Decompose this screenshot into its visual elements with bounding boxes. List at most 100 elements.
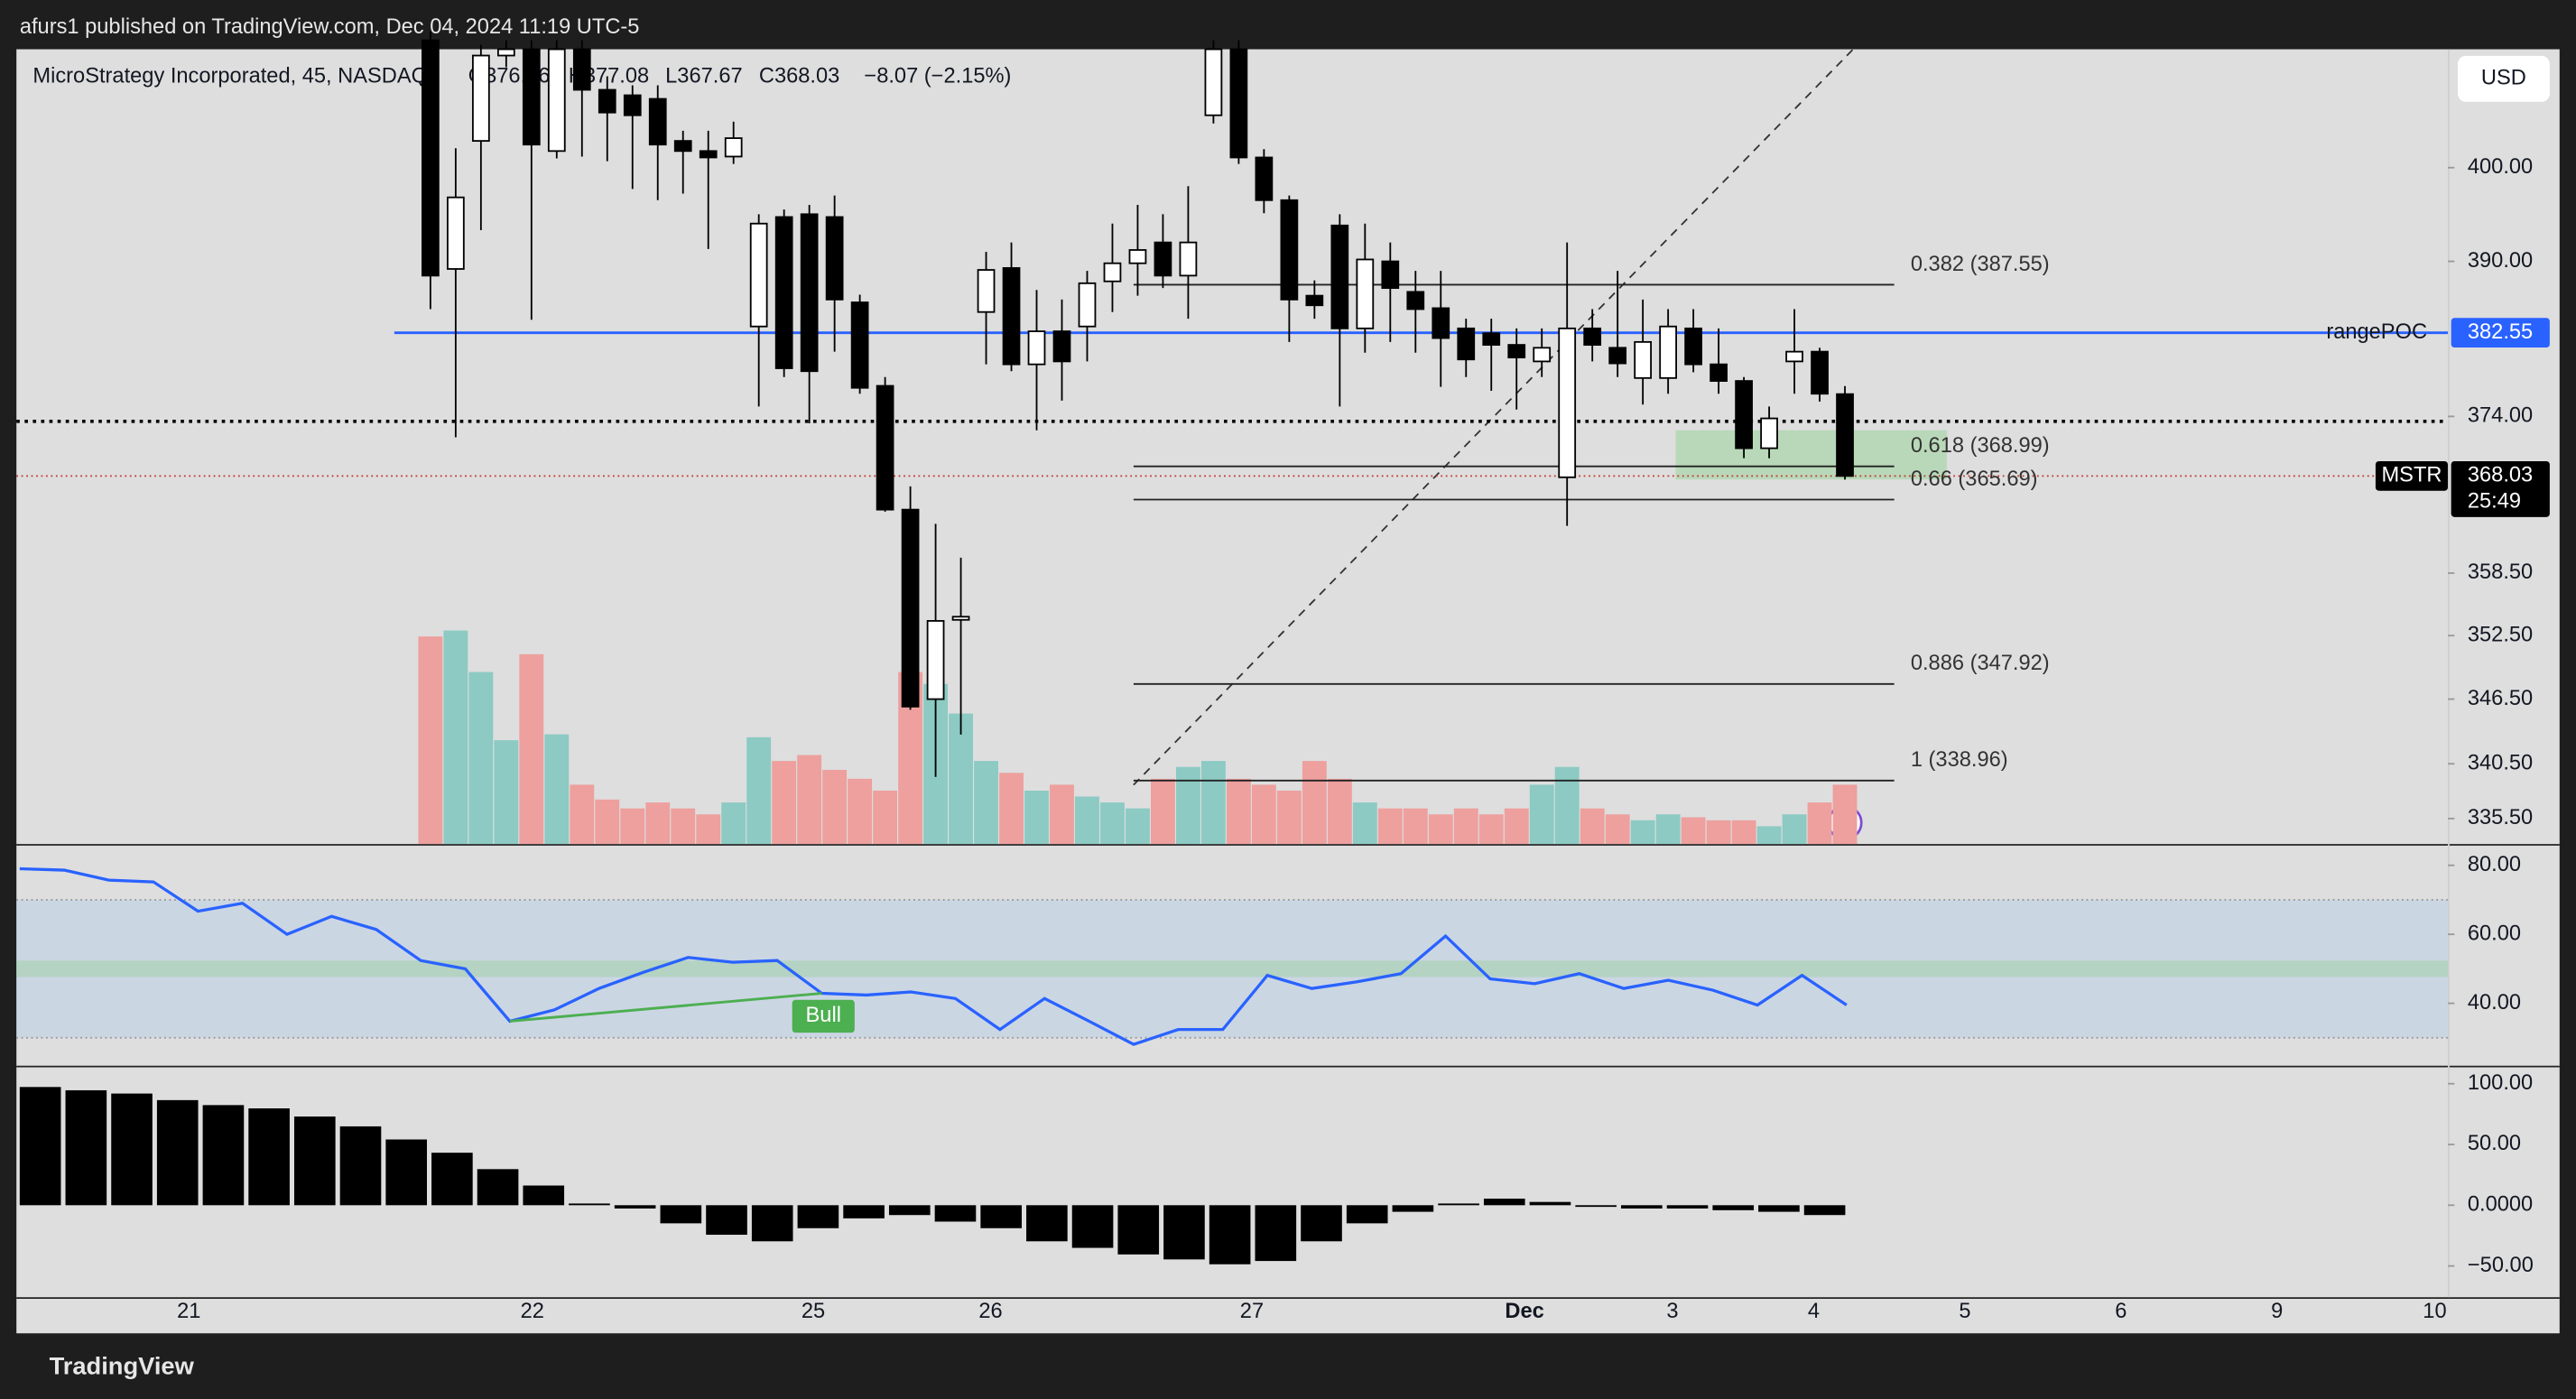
candle-body bbox=[547, 48, 566, 153]
x-tick-label: 25 bbox=[802, 1300, 825, 1323]
footer-logo: TradingView bbox=[50, 1352, 195, 1380]
candle-body bbox=[1760, 417, 1778, 449]
x-tick-label: 4 bbox=[1808, 1300, 1820, 1323]
y-tick-label: 100.00 bbox=[2468, 1071, 2533, 1095]
candle-body bbox=[977, 269, 996, 313]
volume-bar bbox=[1251, 784, 1276, 845]
divergence-label: Bull bbox=[806, 1004, 841, 1027]
volume-bar bbox=[443, 630, 468, 845]
histogram-bar bbox=[1529, 1201, 1571, 1206]
volume-bar bbox=[1352, 802, 1377, 845]
volume-bar bbox=[1453, 808, 1478, 845]
histogram-bar bbox=[888, 1205, 931, 1216]
fib-label: 0.618 (368.99) bbox=[1911, 434, 2050, 458]
fib-label: 0.886 (347.92) bbox=[1911, 652, 2050, 675]
volume-bar bbox=[1428, 814, 1453, 845]
candle-body bbox=[1432, 307, 1450, 339]
histogram-bar bbox=[569, 1203, 610, 1206]
symbol-tag bbox=[2375, 460, 2449, 491]
candle-body bbox=[623, 94, 642, 116]
volume-bar bbox=[620, 808, 645, 845]
volume-bar bbox=[1731, 820, 1756, 845]
rsi-midline bbox=[16, 960, 2449, 977]
fib-label: 0.382 (387.55) bbox=[1911, 253, 2050, 276]
volume-bar bbox=[721, 802, 746, 845]
histogram-bar bbox=[19, 1087, 61, 1206]
volume-bar bbox=[1782, 814, 1807, 845]
histogram-bar bbox=[1438, 1203, 1479, 1206]
y-tick-label: 400.00 bbox=[2468, 155, 2533, 179]
volume-bar bbox=[1554, 766, 1580, 845]
volume-bar bbox=[822, 769, 848, 845]
currency-label[interactable]: USD bbox=[2481, 67, 2526, 90]
x-tick-label: 3 bbox=[1666, 1300, 1678, 1323]
histogram-bar bbox=[797, 1205, 839, 1228]
candle-body bbox=[1381, 260, 1400, 290]
symbol-title: MicroStrategy Incorporated, 45, NASDAQ bbox=[32, 65, 428, 88]
candle-body bbox=[598, 88, 616, 114]
histogram-bar bbox=[934, 1205, 977, 1222]
volume-bar bbox=[1756, 826, 1782, 845]
volume-bar bbox=[494, 740, 519, 845]
demand-zone bbox=[1675, 430, 1947, 480]
candle-body bbox=[926, 620, 945, 700]
histogram-bar bbox=[111, 1093, 153, 1206]
x-tick-label: 22 bbox=[521, 1300, 544, 1323]
x-tick-label: 27 bbox=[1240, 1300, 1264, 1323]
histogram-bar bbox=[660, 1205, 702, 1224]
histogram-bar bbox=[477, 1169, 519, 1206]
volume-bar bbox=[1327, 778, 1352, 845]
candle-body bbox=[1558, 327, 1577, 478]
volume-bar bbox=[1807, 802, 1832, 845]
volume-bar bbox=[797, 755, 822, 845]
ohlc-low: L367.67 bbox=[665, 65, 742, 88]
histogram-bar bbox=[843, 1205, 885, 1218]
candle-body bbox=[1052, 330, 1071, 363]
volume-bar bbox=[1276, 790, 1302, 845]
rsi-line bbox=[19, 866, 1848, 1046]
histogram-bar bbox=[431, 1153, 473, 1206]
y-tick-label: 346.50 bbox=[2468, 687, 2533, 710]
y-tick-label: 390.00 bbox=[2468, 249, 2533, 273]
volume-bar bbox=[519, 653, 544, 845]
histogram-bar bbox=[1346, 1205, 1388, 1224]
candle-body bbox=[522, 48, 541, 146]
volume-bar bbox=[1681, 817, 1706, 845]
volume-bar bbox=[1706, 820, 1731, 845]
volume-bar bbox=[746, 737, 772, 845]
candle-body bbox=[1406, 291, 1425, 310]
candle-body bbox=[1128, 249, 1147, 264]
volume-bar bbox=[999, 773, 1024, 845]
y-tick-label: 80.00 bbox=[2468, 853, 2521, 876]
volume-bar bbox=[696, 814, 721, 845]
candle-body bbox=[648, 97, 667, 146]
candle-body bbox=[901, 508, 920, 708]
candle-body bbox=[1305, 294, 1324, 307]
candle-body bbox=[1811, 350, 1829, 395]
volume-bar bbox=[1605, 814, 1630, 845]
candle-body bbox=[1154, 241, 1172, 277]
histogram-bar bbox=[1026, 1205, 1068, 1242]
histogram-bar bbox=[523, 1185, 565, 1206]
fib-trend-line bbox=[1133, 48, 1854, 786]
candle-body bbox=[1204, 48, 1223, 116]
candle-body bbox=[1507, 344, 1526, 359]
volume-bar bbox=[544, 734, 570, 845]
currency-button[interactable] bbox=[2457, 55, 2550, 102]
y-tick-label: 335.50 bbox=[2468, 806, 2533, 829]
divergence-line bbox=[509, 992, 822, 1023]
candle-body bbox=[1634, 340, 1653, 379]
volume-bar bbox=[949, 713, 973, 845]
volume-bar bbox=[1529, 784, 1554, 845]
x-tick-label: 5 bbox=[1959, 1300, 1970, 1323]
candle-body bbox=[471, 54, 490, 143]
candle-body bbox=[673, 140, 692, 153]
histogram-bar bbox=[1071, 1205, 1114, 1248]
countdown: 25:49 bbox=[2468, 490, 2521, 514]
histogram-bar bbox=[1575, 1205, 1617, 1208]
candle-body bbox=[774, 216, 793, 369]
candle-body bbox=[1710, 363, 1728, 382]
candle-body bbox=[572, 48, 591, 91]
volume-bar bbox=[418, 636, 443, 845]
